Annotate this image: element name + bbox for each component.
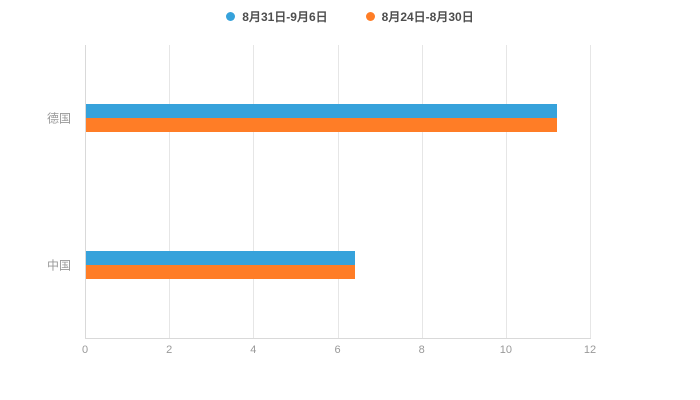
legend-label: 8月31日-9月6日 xyxy=(242,10,328,24)
bar-中国-8月24日-8月30日 xyxy=(86,264,356,279)
x-tick-label: 8 xyxy=(418,344,425,356)
bar-德国-8月24日-8月30日 xyxy=(86,118,558,133)
gridline xyxy=(505,45,507,338)
x-axis-tick-labels: 0 2 4 6 8 10 12 xyxy=(81,344,596,360)
category-label: 中国 xyxy=(46,258,71,273)
gridline xyxy=(421,45,423,338)
gridline xyxy=(253,45,255,338)
y-axis-category-labels: 德国 中国 xyxy=(0,45,78,338)
gridline xyxy=(337,45,339,338)
plot-area xyxy=(85,45,591,339)
legend-dot-icon xyxy=(365,12,375,21)
legend-item-series1[interactable]: 8月31日-9月6日 xyxy=(226,8,328,25)
x-tick-label: 10 xyxy=(499,344,512,356)
x-tick-label: 6 xyxy=(334,344,341,356)
x-tick-label: 4 xyxy=(250,344,257,356)
legend-item-series2[interactable]: 8月24日-8月30日 xyxy=(365,8,474,25)
x-tick-label: 2 xyxy=(166,344,173,356)
gridline xyxy=(169,45,171,338)
legend-label: 8月24日-8月30日 xyxy=(381,10,474,24)
category-label: 德国 xyxy=(46,111,71,126)
x-tick-label: 0 xyxy=(81,344,89,356)
bar-德国-8月31日-9月6日 xyxy=(86,104,558,119)
x-tick-label: 12 xyxy=(583,344,597,356)
gridline xyxy=(590,45,591,338)
chart-legend: 8月31日-9月6日 8月24日-8月30日 xyxy=(0,8,700,25)
legend-dot-icon xyxy=(226,12,236,21)
bar-中国-8月31日-9月6日 xyxy=(86,250,356,265)
